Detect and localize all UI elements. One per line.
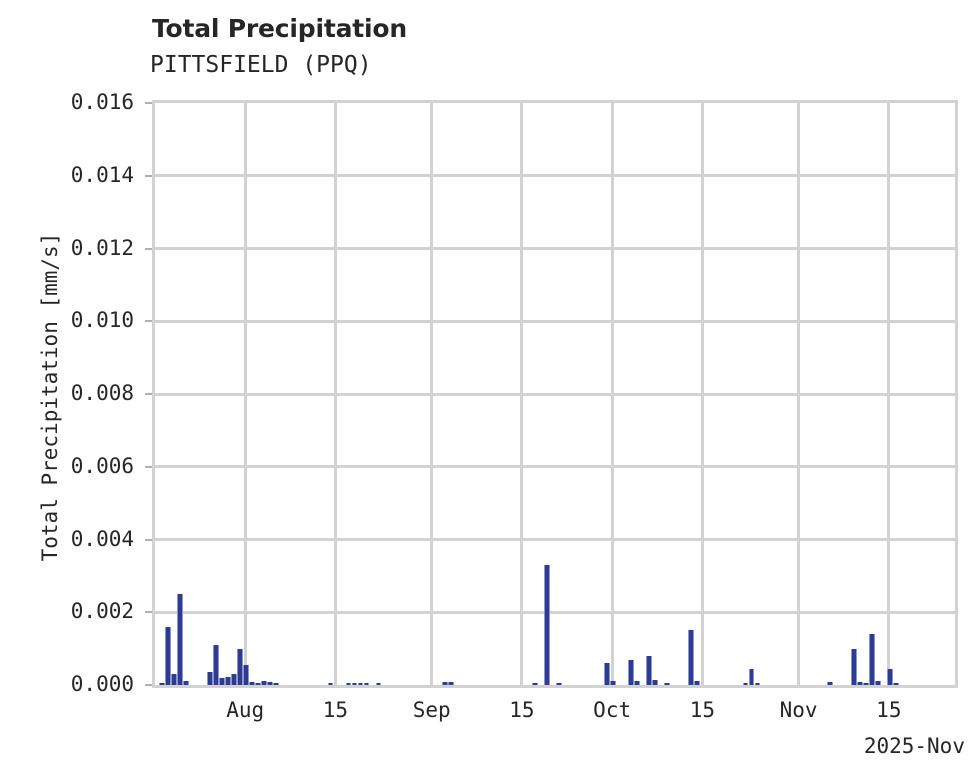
bar: [225, 677, 232, 685]
bar: [874, 681, 881, 685]
gridline-vertical: [430, 103, 434, 685]
gridline-vertical: [610, 103, 614, 685]
y-tick-mark: [145, 538, 152, 541]
bar: [351, 682, 358, 685]
bar: [688, 630, 695, 685]
bar: [183, 680, 189, 685]
bar: [754, 683, 761, 685]
bar: [856, 682, 863, 685]
bar: [868, 634, 875, 685]
bar: [363, 683, 370, 685]
chart-title: Total Precipitation: [152, 14, 407, 43]
y-tick-label: 0.012: [70, 235, 134, 260]
x-tick-label: Oct: [593, 698, 632, 722]
bar: [243, 665, 250, 685]
bar: [862, 683, 869, 685]
y-tick-label: 0.014: [70, 162, 134, 187]
y-tick-mark: [145, 102, 152, 104]
plot-area: [152, 100, 958, 688]
x-tick-label: 15: [509, 698, 535, 722]
bar: [544, 564, 550, 685]
y-tick-label: 0.000: [70, 672, 134, 696]
gridline-vertical: [243, 103, 247, 685]
bar: [267, 681, 274, 685]
bar: [357, 683, 364, 685]
bar: [634, 680, 641, 685]
gridline-horizontal: [155, 538, 955, 541]
x-tick-label: Sep: [412, 698, 451, 722]
gridline-horizontal: [155, 610, 955, 614]
bar: [826, 682, 833, 685]
bar: [742, 683, 749, 685]
y-tick-mark: [145, 611, 152, 614]
bar: [892, 682, 899, 685]
bar: [604, 663, 610, 685]
bar: [249, 682, 256, 685]
gridline-vertical: [887, 103, 891, 685]
bar: [664, 682, 671, 685]
bar: [165, 626, 171, 685]
y-tick-label: 0.008: [70, 381, 134, 405]
y-tick-mark: [145, 247, 152, 250]
plot-inner: [155, 103, 955, 685]
gridline-horizontal: [155, 174, 955, 178]
y-tick-label: 0.010: [70, 308, 134, 333]
bar: [447, 682, 454, 685]
bar: [532, 683, 538, 685]
bar: [628, 659, 635, 685]
x-tick-label: 15: [322, 698, 349, 722]
y-tick-mark: [145, 393, 152, 395]
x-axis-offset-label: 2025-Nov: [863, 734, 965, 758]
y-tick-mark: [145, 320, 152, 323]
y-tick-label: 0.006: [70, 453, 134, 478]
bar: [345, 683, 352, 685]
bar: [273, 683, 280, 685]
bar: [556, 683, 562, 685]
y-tick-mark: [145, 684, 152, 686]
bar: [237, 648, 244, 685]
bar: [652, 679, 659, 685]
gridline-horizontal: [155, 319, 955, 323]
bar: [694, 681, 701, 685]
gridline-vertical: [520, 103, 524, 685]
bar: [177, 594, 183, 685]
gridline-horizontal: [155, 392, 955, 396]
gridline-vertical: [333, 103, 337, 685]
x-tick-label: 15: [689, 698, 715, 722]
x-tick-label: Aug: [226, 698, 265, 722]
bar: [327, 683, 334, 685]
bar: [261, 680, 268, 685]
y-tick-mark: [145, 174, 152, 177]
y-tick-label: 0.004: [70, 526, 134, 551]
bar: [159, 683, 165, 685]
y-tick-label: 0.002: [70, 599, 134, 624]
bar: [171, 674, 177, 685]
bar: [213, 645, 219, 685]
chart-subtitle: PITTSFIELD (PPQ): [150, 52, 372, 78]
gridline-vertical: [797, 103, 801, 685]
bar: [441, 682, 448, 685]
bar: [207, 672, 213, 685]
bar: [255, 683, 262, 685]
bar: [231, 674, 238, 685]
bar: [610, 681, 616, 685]
bar: [886, 668, 893, 685]
gridline-horizontal: [155, 247, 955, 250]
y-tick-label: 0.016: [70, 90, 134, 114]
x-tick-label: Nov: [779, 698, 818, 722]
gridline-horizontal: [155, 465, 955, 469]
bar: [375, 683, 382, 685]
y-tick-mark: [145, 465, 152, 468]
bar: [646, 655, 653, 685]
bar: [219, 678, 226, 685]
gridline-vertical: [700, 103, 704, 685]
bar: [850, 648, 857, 685]
bar: [748, 668, 755, 685]
x-tick-label: 15: [876, 698, 902, 722]
